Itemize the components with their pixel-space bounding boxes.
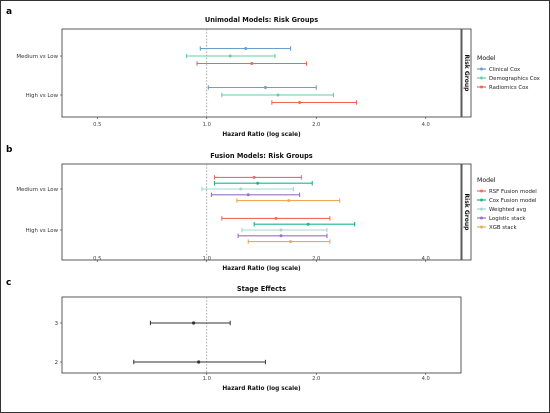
x-tick-label: 1.0 [203, 256, 211, 262]
y-category-label: Medium vs Low [16, 187, 58, 193]
x-tick-label: 0.5 [93, 122, 101, 128]
legend-swatch-point [480, 198, 483, 202]
legend-swatch-point [480, 216, 483, 220]
legend-item-label: Logistic stack [489, 216, 526, 222]
facet-strip-label: Risk Group [463, 194, 470, 232]
y-category-label: 2 [55, 360, 58, 366]
estimate-point [306, 222, 310, 226]
legend-item-label: Demographics Cox [489, 76, 541, 82]
facet-strip [461, 163, 472, 261]
x-axis-title: Hazard Ratio (log scale) [222, 386, 301, 392]
estimate-point [263, 86, 267, 89]
legend-item-label: Radiomics Cox [489, 85, 529, 91]
estimate-point [274, 216, 278, 220]
estimate-point [276, 93, 280, 97]
panel-letter-b: b [6, 145, 13, 155]
legend-swatch-point [480, 225, 483, 229]
facet-strip [461, 28, 472, 118]
legend-item-label: Clinical Cox [489, 67, 521, 73]
estimate-point [191, 321, 196, 325]
y-category-label: High vs Low [26, 93, 59, 99]
x-tick-label: 2.0 [312, 256, 320, 262]
x-tick-label: 2.0 [312, 122, 320, 128]
estimate-point [244, 47, 248, 50]
y-category-label: High vs Low [26, 228, 59, 234]
y-category-label: 3 [55, 321, 58, 327]
estimate-point [250, 62, 254, 65]
estimate-point [287, 199, 291, 203]
estimate-point [279, 228, 283, 232]
chart-title: Unimodal Models: Risk Groups [205, 16, 318, 24]
panel-letter-a: a [6, 7, 12, 17]
x-tick-label: 0.5 [93, 376, 101, 382]
estimate-point [197, 360, 201, 364]
x-tick-label: 1.0 [203, 376, 211, 382]
legend-swatch-point [480, 189, 483, 193]
legend-item-label: XGB stack [489, 225, 517, 231]
estimate-point [239, 187, 243, 191]
estimate-point [289, 240, 293, 244]
x-tick-label: 2.0 [312, 376, 320, 382]
plot-panel [61, 163, 462, 261]
x-tick-label: 4.0 [422, 122, 430, 128]
legend-title: Model [477, 55, 496, 62]
y-category-label: Medium vs Low [16, 54, 58, 60]
estimate-point [298, 101, 302, 104]
x-tick-label: 4.0 [422, 256, 430, 262]
legend-title: Model [477, 177, 496, 184]
chart-title: Stage Effects [237, 285, 286, 293]
plot-panel [61, 28, 462, 118]
chart-title: Fusion Models: Risk Groups [210, 152, 313, 160]
x-axis-title: Hazard Ratio (log scale) [222, 132, 301, 138]
legend-swatch-point [480, 76, 483, 80]
legend-item-label: Cox Fusion model [489, 198, 537, 204]
estimate-point [279, 234, 283, 238]
legend-swatch-point [480, 207, 483, 211]
estimate-point [252, 175, 256, 179]
legend-swatch-point [480, 85, 483, 89]
x-tick-label: 4.0 [422, 376, 430, 382]
x-axis-title: Hazard Ratio (log scale) [222, 266, 301, 272]
x-tick-label: 0.5 [93, 256, 101, 262]
legend-item-label: Weighted avg [489, 207, 526, 213]
legend-swatch-point [480, 67, 483, 71]
legend-item-label: RSF Fusion model [489, 189, 537, 195]
x-tick-label: 1.0 [203, 122, 211, 128]
plot-panel [61, 296, 462, 374]
panel-letter-c: c [6, 278, 11, 288]
facet-strip-label: Risk Group [463, 55, 470, 93]
estimate-point [246, 193, 250, 197]
estimate-point [228, 54, 232, 58]
estimate-point [256, 181, 260, 185]
